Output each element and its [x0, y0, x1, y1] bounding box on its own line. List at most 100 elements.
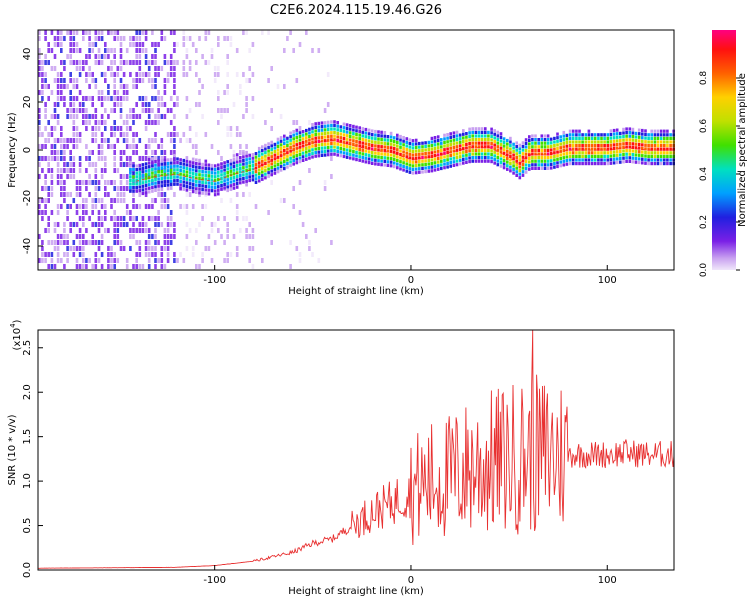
spectrogram-cell — [546, 156, 550, 160]
spectrogram-cell — [342, 147, 346, 151]
spectrogram-cell — [653, 133, 657, 137]
spectrogram-cell — [125, 162, 129, 167]
snr-y-tick-label: 1.5 — [22, 429, 33, 445]
spectrogram-cell — [320, 135, 324, 139]
spectrogram-cell — [119, 198, 123, 203]
spectrogram-cell — [637, 153, 641, 157]
spectrogram-cell — [521, 144, 525, 149]
spectrogram-cell — [370, 154, 374, 158]
spectrogram-cell — [292, 48, 295, 53]
spectrogram-cell — [69, 114, 72, 119]
spectrogram-cell — [91, 180, 94, 185]
spectrogram-cell — [169, 54, 173, 59]
spectrogram-cell — [553, 151, 556, 155]
spectrogram-cell — [78, 216, 82, 221]
spectrogram-cell — [157, 90, 160, 95]
spectrogram-cell — [251, 153, 255, 157]
spectrogram-cell — [210, 178, 214, 182]
spectrogram-cell — [182, 187, 186, 191]
spectrogram-cell — [487, 145, 490, 149]
spectrogram-cell — [402, 146, 405, 150]
spectrogram-cell — [191, 162, 195, 167]
spectrogram-cell — [53, 222, 57, 227]
spectrogram-cell — [276, 166, 280, 170]
spectrogram-cell — [147, 72, 151, 77]
spectrogram-cell — [85, 240, 88, 245]
spectrogram-cell — [185, 96, 189, 101]
spectrogram-cell — [135, 36, 138, 41]
spectrogram-cell — [119, 222, 123, 227]
spectrogram-cell — [458, 137, 462, 141]
spectrogram-cell — [119, 246, 123, 251]
spectrogram-cell — [147, 172, 151, 176]
spectrogram-cell — [565, 148, 569, 152]
spectrogram-cell — [659, 144, 663, 148]
spectrogram-cell — [484, 138, 487, 142]
spectrogram-cell — [609, 140, 613, 144]
spectrogram-cell — [270, 155, 273, 159]
spectrogram-cell — [292, 151, 295, 155]
spectrogram-cell — [41, 78, 44, 83]
spectrogram-cell — [69, 222, 72, 227]
spectrogram-cell — [612, 150, 616, 154]
spectrogram-cell — [119, 66, 123, 71]
spectrogram-cell — [50, 90, 54, 95]
spectrogram-cell — [47, 186, 50, 191]
spectrogram-cell — [72, 108, 76, 113]
spectrogram-cell — [182, 42, 186, 47]
spectrogram-cell — [339, 150, 343, 154]
spectrogram-cell — [637, 132, 641, 136]
spectrogram-cell — [160, 144, 164, 149]
spectrogram-cell — [191, 182, 195, 186]
spectrogram-cell — [628, 134, 632, 138]
spectrogram-cell — [490, 149, 493, 153]
spectrogram-cell — [276, 159, 280, 163]
spectrogram-cell — [204, 36, 208, 41]
spectrogram-cell — [144, 192, 148, 197]
snr-y-tick-label: 0.0 — [22, 562, 33, 578]
spectrogram-cell — [195, 132, 198, 137]
spectrogram-cell — [188, 138, 192, 143]
spectrogram-cell — [553, 165, 556, 169]
spectrogram-cell — [69, 54, 72, 59]
spectrogram-cell — [47, 168, 50, 173]
spectrogram-cell — [264, 154, 267, 158]
spectrogram-cell — [122, 120, 126, 125]
spectrogram-cell — [615, 142, 619, 147]
spectrogram-cell — [656, 129, 660, 133]
spectrogram-cell — [528, 146, 531, 150]
spectrogram-cell — [575, 133, 578, 137]
spectrogram-cell — [440, 145, 443, 149]
spectrogram-cell — [44, 252, 47, 257]
spectrogram-cell — [606, 147, 610, 151]
spectrogram-cell — [151, 150, 154, 155]
spectrogram-cell — [50, 186, 54, 191]
spectrogram-cell — [578, 162, 581, 166]
spectrogram-cell — [430, 169, 434, 173]
spectrogram-cell — [107, 48, 110, 53]
spectrogram-cell — [132, 132, 135, 137]
spectrogram-cell — [587, 151, 591, 155]
spectrogram-cell — [176, 132, 179, 137]
spectrogram-cell — [352, 128, 355, 132]
spectrogram-cell — [587, 140, 591, 144]
spectrogram-cell — [50, 132, 54, 137]
spectrogram-cell — [163, 173, 167, 177]
spectrogram-cell — [100, 138, 104, 143]
spectrogram-cell — [198, 162, 201, 166]
spectrogram-cell — [364, 131, 368, 135]
spectrogram-cell — [506, 146, 509, 150]
spectrogram-cell — [50, 48, 54, 53]
spectrogram-cell — [286, 154, 289, 158]
spectrogram-cell — [336, 153, 339, 157]
spectrogram-cell — [631, 135, 635, 139]
spectrogram-cell — [305, 136, 308, 140]
spectrogram-cell — [38, 126, 41, 131]
spectrogram-cell — [546, 141, 550, 145]
spectrogram-cell — [568, 129, 572, 133]
spectrogram-cell — [138, 189, 142, 193]
spectrogram-cell — [242, 162, 245, 166]
spectrogram-cell — [430, 144, 434, 148]
spectrogram-cell — [160, 30, 164, 35]
